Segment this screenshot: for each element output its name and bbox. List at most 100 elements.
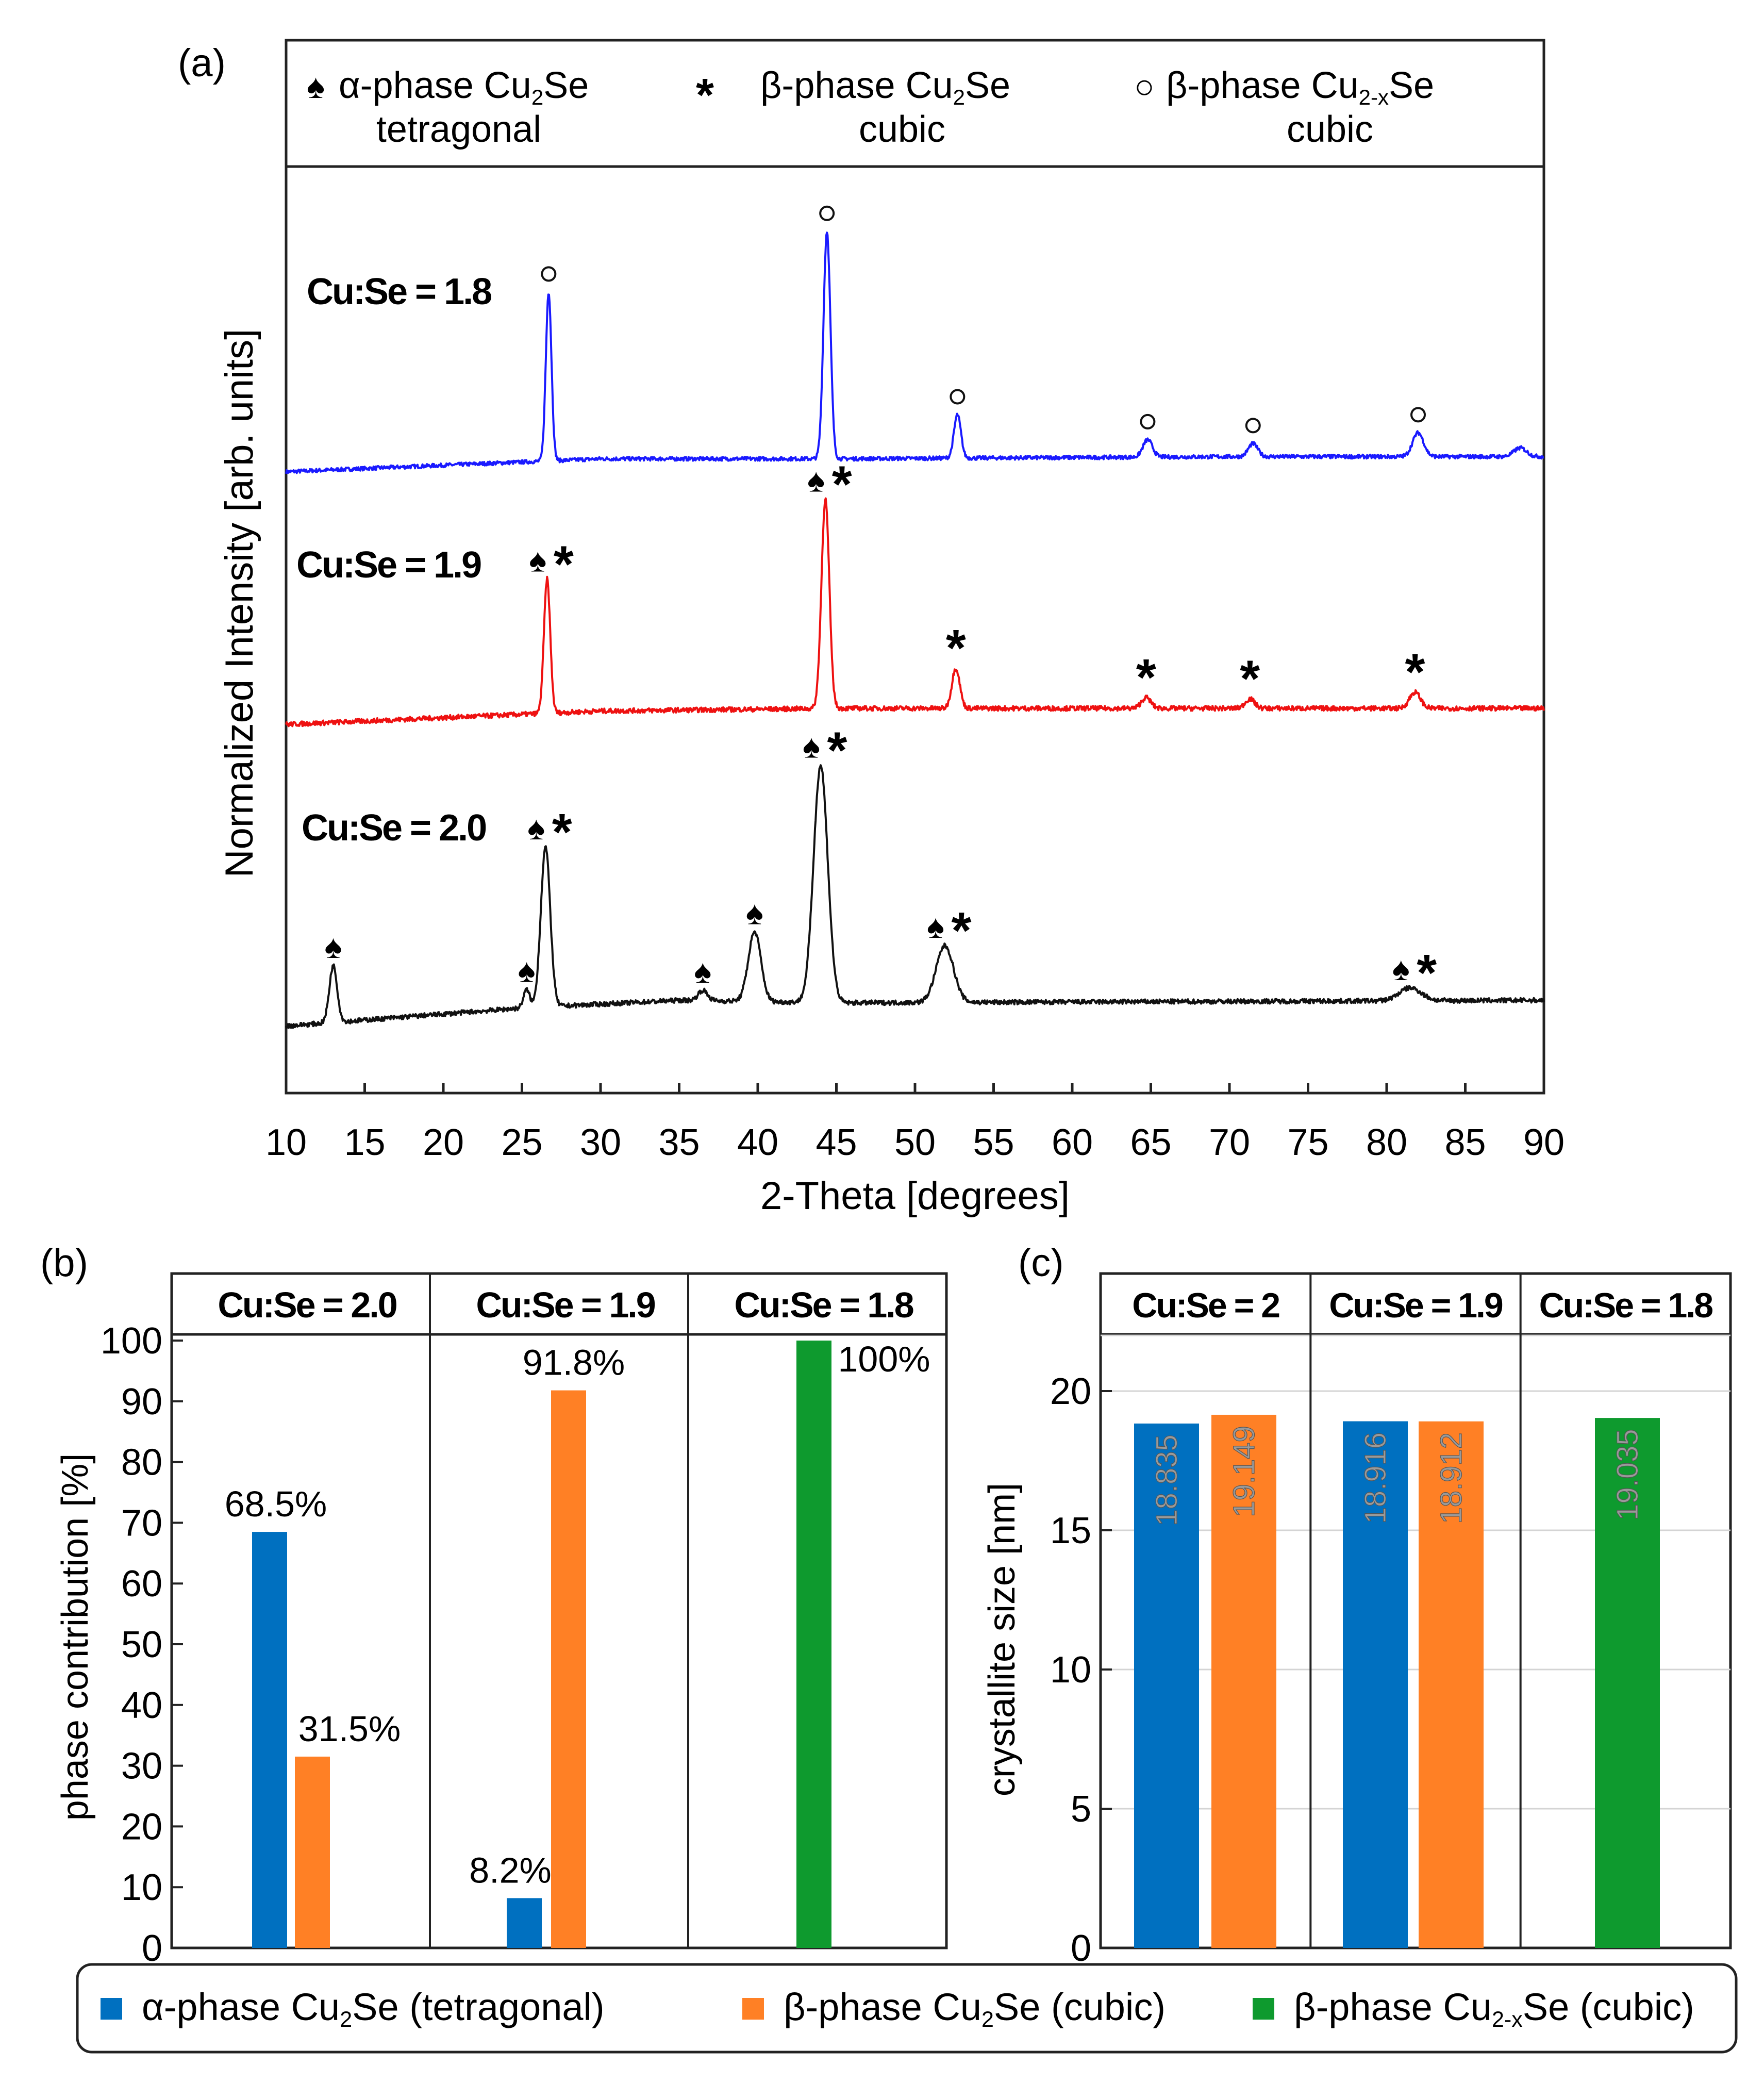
x-tick-label: 60	[1052, 1122, 1093, 1163]
bar-2-2	[1595, 1418, 1660, 1948]
panel-c-label: (c)	[1018, 1241, 1064, 1285]
peak-marker-spade: ♠	[927, 908, 944, 945]
x-tick-label: 45	[816, 1122, 857, 1163]
trace-1	[285, 497, 1545, 728]
bar-value-label: 8.2%	[469, 1850, 552, 1890]
group-header-0: Cu:Se = 2.0	[218, 1285, 396, 1325]
panel-a-traces	[285, 232, 1545, 1029]
x-tick-label: 85	[1444, 1122, 1486, 1163]
peak-marker-spade: ♠	[518, 952, 536, 989]
peak-marker-star: *	[832, 455, 852, 513]
bar-0-0	[1134, 1423, 1199, 1948]
peak-marker-circle	[819, 205, 835, 221]
bottom-legend: α-phase Cu2Se (tetragonal) β-phase Cu2Se …	[101, 1986, 1694, 2032]
bar-2-2	[796, 1341, 831, 1948]
trace-2	[285, 764, 1545, 1029]
peak-marker-star: *	[554, 535, 574, 593]
group-header-2: Cu:Se = 1.8	[734, 1285, 913, 1325]
x-tick-label: 20	[423, 1122, 464, 1163]
series-label-1: Cu:Se = 1.9	[296, 544, 481, 586]
panel-a-x-axis-title: 2-Theta [degrees]	[760, 1174, 1070, 1218]
legend-a-symbol-1: *	[696, 70, 714, 121]
peak-marker-star: *	[1136, 649, 1156, 706]
peak-marker-circle	[541, 266, 557, 282]
peak-marker-star: *	[1405, 643, 1425, 701]
bar-value-label: 18.835	[1150, 1434, 1184, 1526]
x-tick-label: 15	[344, 1122, 385, 1163]
panel-b: (b) Cu:Se = 2.0 Cu:Se = 1.9 Cu:Se = 1.8 0 10…	[40, 1241, 948, 1969]
legend-swatch-0	[101, 1998, 122, 2020]
y-tick-label: 10	[121, 1867, 162, 1908]
panel-b-header-row	[170, 1272, 948, 1336]
y-tick-label: 100	[101, 1320, 162, 1362]
series-label-0: Cu:Se = 1.8	[307, 271, 491, 312]
peak-marker-spade: ♠	[1392, 950, 1410, 987]
y-tick-label: 40	[121, 1685, 162, 1726]
panel-a-x-ticks: 10 15 20 25 30 35 40 45 50 55 60 65 70 75 80 85 90	[265, 1083, 1565, 1163]
peak-marker-spade: ♠	[803, 728, 820, 765]
legend-a-symbol-0: ♠	[307, 67, 325, 105]
y-tick-label: 90	[121, 1381, 162, 1423]
subscript: 2	[981, 2007, 994, 2032]
panel-a-legend-box	[285, 39, 1545, 168]
group-header-1: Cu:Se = 1.9	[1329, 1286, 1503, 1325]
trace-0	[285, 232, 1544, 474]
panel-c-y-axis-title: crystallite size [nm]	[981, 1483, 1023, 1796]
bar-value-label: 31.5%	[298, 1709, 401, 1749]
legend-a-entry-1: β-phase Cu2Se	[760, 65, 1010, 109]
x-tick-label: 30	[580, 1122, 621, 1163]
bar-1-0	[507, 1898, 542, 1948]
panel-a-series-labels: Cu:Se = 1.8 Cu:Se = 1.9 Cu:Se = 2.0	[296, 271, 493, 849]
bar-value-label: 19.035	[1611, 1429, 1644, 1520]
peak-marker-circle	[950, 389, 966, 405]
x-tick-label: 75	[1287, 1122, 1328, 1163]
bar-value-label: 18.916	[1359, 1432, 1392, 1524]
peak-marker-spade: ♠	[529, 541, 546, 579]
series-label-2: Cu:Se = 2.0	[302, 807, 486, 849]
legend-a-symbol-2: ○	[1134, 67, 1155, 105]
panel-c-plot: Cu:Se = 2 Cu:Se = 1.9 Cu:Se = 1.8 0 5 10 15 20 1…	[1050, 1274, 1730, 1969]
panel-c-plot-frame	[1099, 1333, 1732, 1949]
peak-marker-star: *	[946, 619, 966, 677]
group-header-0: Cu:Se = 2	[1132, 1286, 1279, 1325]
group-header-1: Cu:Se = 1.9	[476, 1285, 655, 1325]
panel-b-label: (b)	[40, 1241, 88, 1285]
bar-0-1	[1211, 1414, 1276, 1948]
y-tick-label: 0	[1071, 1928, 1091, 1969]
peak-marker-star: *	[1240, 650, 1260, 708]
peak-marker-spade: ♠	[325, 928, 342, 965]
subscript: 2-x	[1359, 85, 1389, 109]
subscript: 2-x	[1492, 2007, 1523, 2032]
x-tick-label: 80	[1366, 1122, 1407, 1163]
y-tick-label: 80	[121, 1442, 162, 1483]
subscript: 2	[953, 85, 965, 109]
panel-c-header-row	[1099, 1272, 1732, 1336]
bar-value-label: 19.149	[1227, 1426, 1261, 1517]
y-tick-label: 70	[121, 1502, 162, 1544]
x-tick-label: 35	[658, 1122, 700, 1163]
x-tick-label: 90	[1523, 1122, 1565, 1163]
legend-swatch-1	[742, 1998, 764, 2020]
legend-entry-0: α-phase Cu2Se (tetragonal)	[142, 1986, 605, 2032]
bar-1-1	[1419, 1421, 1484, 1948]
bar-value-label: 91.8%	[523, 1343, 625, 1383]
legend-a-entry-2: β-phase Cu2-xSe	[1166, 65, 1434, 109]
panel-a-peak-markers: ♠ *♠ *** * *♠♠♠ *♠♠♠ *♠ *♠ *	[325, 205, 1437, 1002]
legend-a-entry-sub-0: tetragonal	[376, 109, 541, 150]
y-tick-label: 5	[1071, 1789, 1091, 1830]
group-header-2: Cu:Se = 1.8	[1539, 1286, 1713, 1325]
peak-marker-circle	[1140, 414, 1156, 429]
panel-a-y-axis-title: Normalized Intensity [arb. units]	[218, 329, 261, 878]
legend-a-entry-sub-1: cubic	[859, 109, 945, 150]
peak-marker-star: *	[827, 722, 847, 780]
y-tick-label: 20	[1050, 1371, 1091, 1412]
panel-b-y-axis-title: phase contribution [%]	[55, 1453, 96, 1821]
bottom-legend-box	[76, 1963, 1738, 2054]
y-tick-label: 15	[1050, 1510, 1091, 1551]
panel-c: (c) Cu:Se = 2 Cu:Se = 1.9 Cu:Se = 1.8 0 5 10 1…	[981, 1241, 1732, 1969]
y-tick-label: 30	[121, 1746, 162, 1787]
bar-0-0	[252, 1532, 287, 1948]
peak-marker-circle	[1410, 407, 1426, 423]
x-tick-label: 70	[1209, 1122, 1250, 1163]
